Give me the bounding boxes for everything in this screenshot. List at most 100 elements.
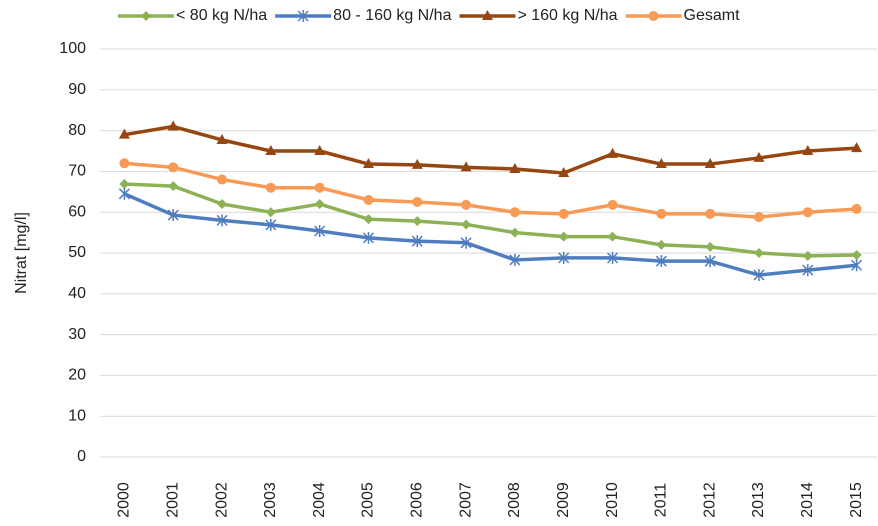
y-tick-label: 60 [68, 203, 86, 220]
marker [802, 145, 814, 155]
marker [412, 197, 423, 207]
marker [802, 264, 814, 277]
x-tick-label: 2008 [506, 482, 523, 518]
marker [118, 187, 130, 200]
marker [314, 145, 326, 155]
marker [362, 158, 374, 169]
x-tick-label: 2009 [555, 482, 572, 518]
x-tick-label: 2011 [653, 483, 670, 518]
x-tick-label: 2001 [164, 482, 181, 518]
legend-entry: 80 - 160 kg N/ha [275, 7, 452, 24]
y-tick-label: 30 [68, 326, 86, 343]
x-tick-label: 2014 [799, 482, 816, 518]
series-line [123, 192, 857, 277]
marker [118, 128, 130, 139]
y-tick-label: 100 [59, 40, 86, 57]
marker [509, 227, 520, 238]
marker [314, 224, 326, 237]
marker [851, 142, 863, 153]
marker [216, 133, 228, 144]
marker [362, 231, 374, 244]
legend-marker [297, 10, 309, 22]
marker [509, 253, 521, 266]
marker [753, 269, 765, 282]
marker [167, 209, 179, 222]
y-axis-label: Nitrat [mg/l] [13, 212, 30, 294]
marker [167, 120, 179, 131]
marker [607, 199, 618, 210]
legend-marker [141, 11, 151, 21]
x-tick-label: 2000 [116, 482, 133, 518]
x-tick-label: 2002 [213, 482, 230, 518]
marker [461, 199, 472, 210]
x-tick-label: 2005 [360, 482, 377, 518]
legend-entry: > 160 kg N/ha [459, 7, 618, 24]
marker [558, 167, 570, 178]
marker [461, 219, 472, 230]
marker [119, 179, 130, 190]
legend-label: < 80 kg N/ha [176, 7, 267, 24]
series-line [124, 161, 857, 219]
legend-entry: < 80 kg N/ha [118, 7, 267, 24]
marker [802, 250, 813, 261]
marker [265, 145, 277, 155]
x-tick-label: 2006 [409, 482, 426, 518]
y-tick-label: 90 [68, 81, 86, 98]
x-tick-label: 2010 [604, 482, 621, 518]
marker [656, 239, 667, 250]
x-tick-label: 2003 [262, 482, 279, 518]
marker [655, 158, 667, 169]
y-tick-label: 70 [68, 163, 86, 180]
marker [460, 161, 472, 172]
series-line [124, 124, 857, 175]
marker [558, 231, 569, 242]
marker [265, 218, 277, 231]
marker [607, 147, 619, 158]
marker [705, 241, 716, 252]
marker [411, 235, 423, 248]
x-tick-label: 2013 [750, 482, 767, 518]
legend-marker [481, 10, 493, 20]
marker [753, 248, 764, 258]
y-tick-label: 80 [68, 122, 86, 139]
legend-marker [648, 11, 659, 21]
marker [558, 208, 569, 219]
marker [460, 236, 472, 249]
marker [607, 251, 619, 264]
marker [851, 250, 862, 261]
marker [558, 251, 570, 264]
marker [265, 207, 276, 218]
marker [851, 203, 862, 214]
marker [753, 212, 764, 223]
x-tick-label: 2012 [701, 482, 718, 518]
marker [753, 151, 765, 162]
marker [363, 214, 374, 225]
y-tick-label: 40 [68, 285, 86, 302]
marker [217, 174, 228, 185]
legend-label: 80 - 160 kg N/ha [333, 7, 451, 24]
y-tick-label: 50 [68, 244, 86, 261]
marker [705, 208, 716, 219]
series-line [124, 182, 857, 258]
marker [509, 207, 520, 218]
legend-label: > 160 kg N/ha [517, 7, 617, 24]
y-tick-label: 0 [77, 448, 86, 465]
marker [119, 158, 130, 169]
y-tick-label: 20 [68, 367, 86, 384]
marker [802, 207, 813, 218]
marker [704, 158, 716, 169]
legend-label: Gesamt [684, 7, 741, 24]
marker [412, 216, 423, 227]
marker [314, 199, 325, 210]
marker [851, 259, 863, 272]
marker [217, 199, 228, 210]
marker [363, 194, 374, 205]
y-tick-label: 10 [68, 407, 86, 424]
marker [509, 162, 521, 173]
x-tick-label: 2015 [848, 482, 865, 518]
marker [656, 208, 667, 219]
marker [655, 255, 667, 268]
marker [216, 214, 228, 227]
marker [265, 182, 276, 193]
